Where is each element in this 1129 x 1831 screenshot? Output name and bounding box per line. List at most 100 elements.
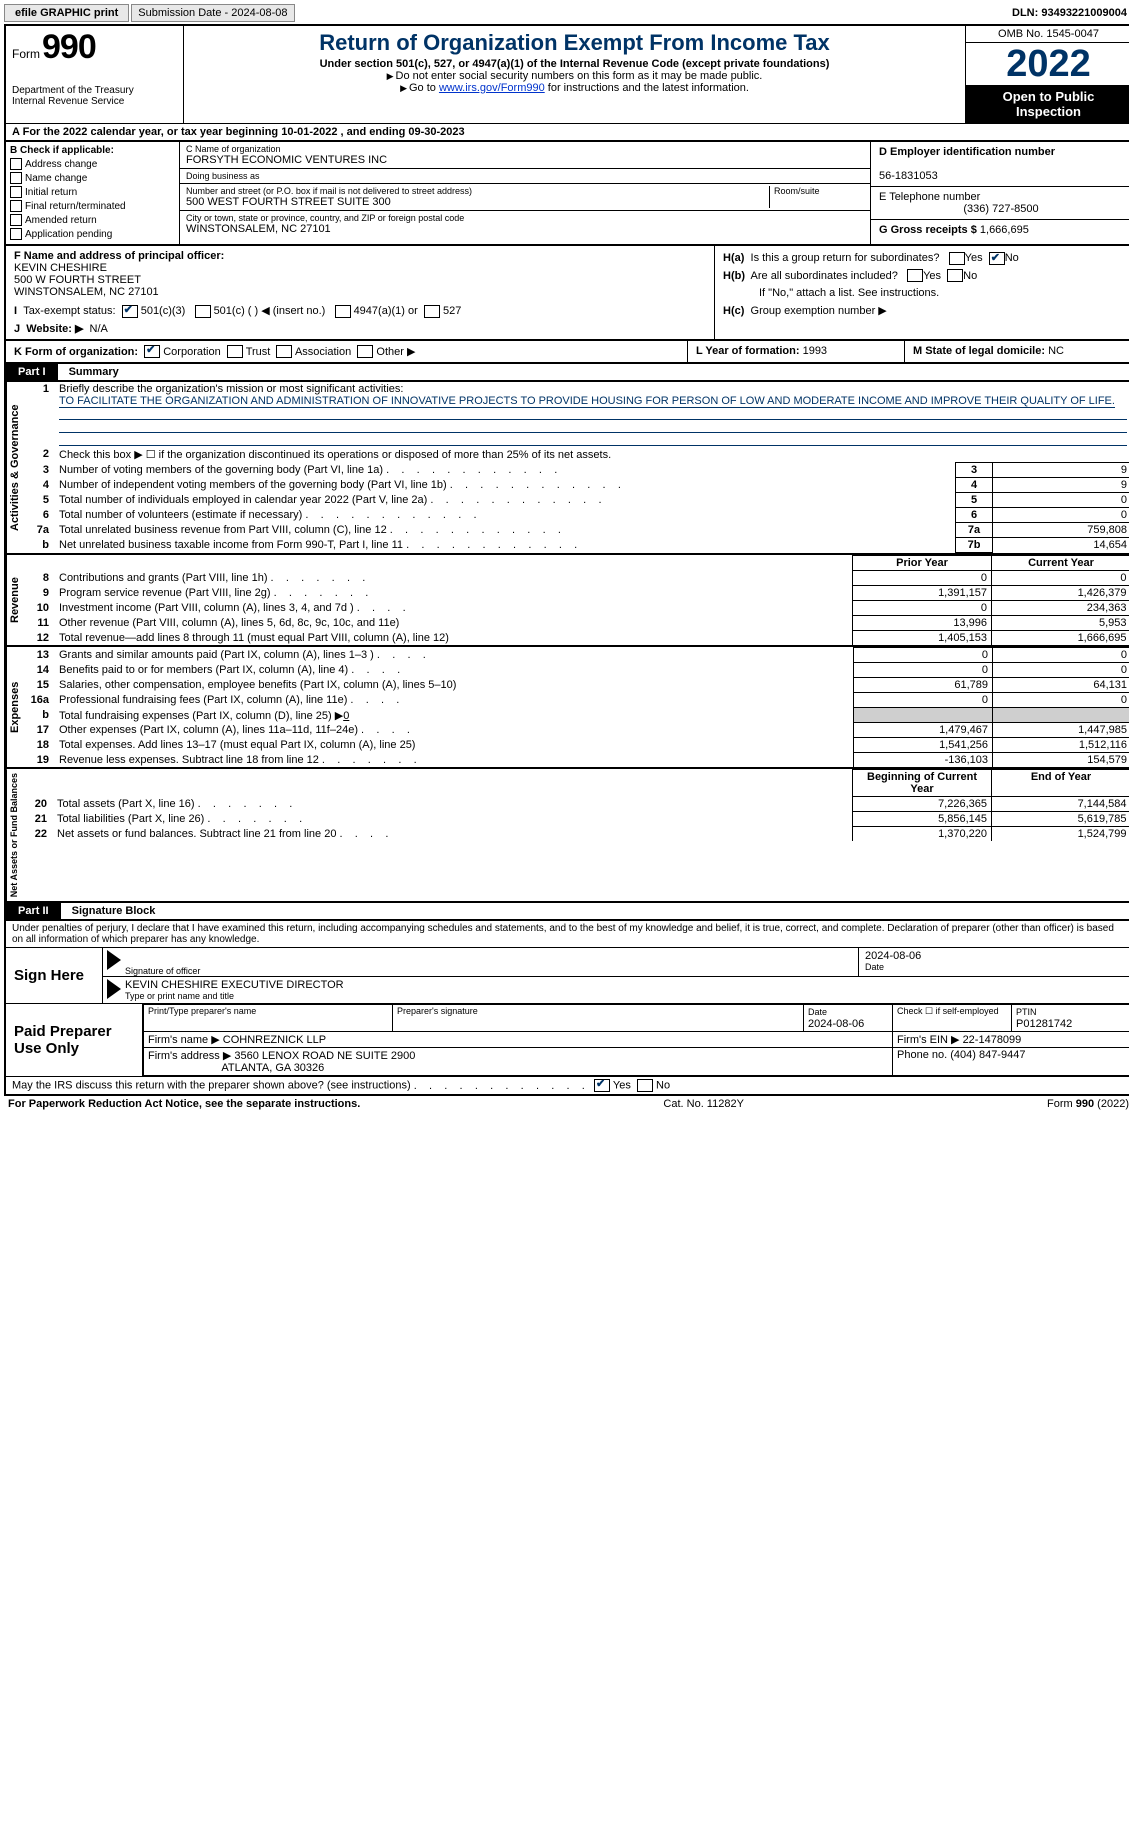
a-pre: For the 2022 calendar year, or tax year … — [23, 126, 282, 138]
i-opt-0: 501(c)(3) — [141, 305, 186, 317]
a-end: 09-30-2023 — [408, 126, 464, 138]
sig-date-val: 2024-08-06 — [865, 950, 1125, 962]
footer-left: For Paperwork Reduction Act Notice, see … — [8, 1098, 360, 1110]
city-lbl: City or town, state or province, country… — [186, 213, 864, 223]
table-row: 21Total liabilities (Part X, line 26)5,8… — [21, 812, 1129, 827]
table-row: 19Revenue less expenses. Subtract line 1… — [23, 753, 1129, 768]
b-opt-5: Application pending — [25, 229, 112, 240]
table-row: 3Number of voting members of the governi… — [23, 463, 1129, 478]
a-mid: , and ending — [337, 126, 408, 138]
firm-addr2: ATLANTA, GA 30326 — [221, 1062, 324, 1074]
checkbox-4947[interactable] — [335, 305, 351, 318]
checkbox-501c[interactable] — [195, 305, 211, 318]
i-lbl: Tax-exempt status: — [23, 305, 115, 317]
l1-lbl: Briefly describe the organization's miss… — [59, 383, 403, 395]
table-row: 13Grants and similar amounts paid (Part … — [23, 648, 1129, 663]
col-b: B Check if applicable: Address change Na… — [6, 142, 180, 244]
vlabel-rev: Revenue — [6, 555, 23, 645]
checkbox-527[interactable] — [424, 305, 440, 318]
hdr-end: End of Year — [992, 770, 1129, 797]
f-lbl: F Name and address of principal officer: — [14, 250, 224, 262]
table-row: 9Program service revenue (Part VIII, lin… — [23, 586, 1129, 601]
l-val: 1993 — [803, 345, 827, 357]
sig-name-lbl: Type or print name and title — [125, 991, 1129, 1001]
form-id-cell: Form 990 Department of the Treasury Inte… — [6, 26, 184, 123]
line-a: A For the 2022 calendar year, or tax yea… — [4, 123, 1129, 142]
checkbox-name-change[interactable] — [10, 172, 22, 184]
activities-governance: Activities & Governance 1 Briefly descri… — [4, 382, 1129, 555]
may-no[interactable] — [637, 1079, 653, 1092]
table-row: 12Total revenue—add lines 8 through 11 (… — [23, 631, 1129, 646]
may-yes[interactable] — [594, 1079, 610, 1092]
checkbox-application-pending[interactable] — [10, 228, 22, 240]
ha-no[interactable] — [989, 252, 1005, 265]
firm-name-lbl: Firm's name ▶ — [148, 1034, 220, 1046]
table-row: 16aProfessional fundraising fees (Part I… — [23, 693, 1129, 708]
firm-ein-val: 22-1478099 — [963, 1034, 1022, 1046]
table-row: 22Net assets or fund balances. Subtract … — [21, 827, 1129, 842]
hdr-beg: Beginning of Current Year — [853, 770, 992, 797]
hc-lbl: H(c) — [723, 305, 744, 317]
l2-text: Check this box ▶ ☐ if the organization d… — [55, 447, 1129, 463]
hb-yes[interactable] — [907, 269, 923, 282]
checkbox-other[interactable] — [357, 345, 373, 358]
table-row: 10Investment income (Part VIII, column (… — [23, 601, 1129, 616]
prep-date-lbl: Date — [808, 1007, 827, 1017]
ha-text: Is this a group return for subordinates? — [751, 252, 940, 264]
ein-value: 56-1831053 — [879, 170, 938, 182]
table-row: 18Total expenses. Add lines 13–17 (must … — [23, 738, 1129, 753]
table-row: 20Total assets (Part X, line 16)7,226,36… — [21, 797, 1129, 812]
dba-lbl: Doing business as — [186, 171, 864, 181]
ptin-lbl: PTIN — [1016, 1007, 1037, 1017]
i-opt-2: 4947(a)(1) or — [354, 305, 418, 317]
instr-link[interactable]: www.irs.gov/Form990 — [439, 82, 545, 94]
table-row: 15Salaries, other compensation, employee… — [23, 678, 1129, 693]
firm-addr-lbl: Firm's address ▶ — [148, 1050, 231, 1062]
firm-phone-lbl: Phone no. — [897, 1049, 947, 1061]
checkbox-address-change[interactable] — [10, 158, 22, 170]
checkbox-trust[interactable] — [227, 345, 243, 358]
form-subtitle: Under section 501(c), 527, or 4947(a)(1)… — [190, 58, 959, 70]
instr-1: Do not enter social security numbers on … — [396, 70, 763, 82]
revenue-section: Revenue Prior Year Current Year 8Contrib… — [4, 555, 1129, 647]
checkbox-assoc[interactable] — [276, 345, 292, 358]
i-opt-3: 527 — [443, 305, 461, 317]
gross-lbl: G Gross receipts $ — [879, 224, 977, 236]
part1-title: Summary — [61, 364, 127, 380]
gross-value: 1,666,695 — [980, 224, 1029, 236]
form-header: Form 990 Department of the Treasury Inte… — [4, 24, 1129, 123]
k-lbl: K Form of organization: — [14, 346, 138, 358]
checkbox-corp[interactable] — [144, 345, 160, 358]
netassets-section: Net Assets or Fund Balances Beginning of… — [4, 769, 1129, 903]
checkbox-initial-return[interactable] — [10, 186, 22, 198]
declaration-text: Under penalties of perjury, I declare th… — [6, 921, 1129, 948]
efile-print-button[interactable]: efile GRAPHIC print — [4, 4, 129, 22]
section-b-c-d: B Check if applicable: Address change Na… — [4, 142, 1129, 246]
sign-here-lbl: Sign Here — [6, 948, 103, 1003]
ha-yes[interactable] — [949, 252, 965, 265]
expenses-section: Expenses 13Grants and similar amounts pa… — [4, 647, 1129, 769]
table-row: 8Contributions and grants (Part VIII, li… — [23, 571, 1129, 586]
hb-lbl: H(b) — [723, 270, 745, 282]
a-begin: 10-01-2022 — [281, 126, 337, 138]
sig-name-val: KEVIN CHESHIRE EXECUTIVE DIRECTOR — [125, 979, 1129, 991]
city-value: WINSTONSALEM, NC 27101 — [186, 223, 864, 235]
k-opt-2: Association — [295, 346, 351, 358]
sig-officer-lbl: Signature of officer — [125, 948, 859, 976]
room-lbl: Room/suite — [774, 186, 864, 196]
m-val: NC — [1048, 345, 1064, 357]
part1-bar: Part I — [6, 364, 58, 380]
table-row: 11Other revenue (Part VIII, column (A), … — [23, 616, 1129, 631]
col-c: C Name of organization FORSYTH ECONOMIC … — [180, 142, 870, 244]
table-row: 4Number of independent voting members of… — [23, 478, 1129, 493]
table-row: 7aTotal unrelated business revenue from … — [23, 523, 1129, 538]
hb-no[interactable] — [947, 269, 963, 282]
footer-mid: Cat. No. 11282Y — [663, 1098, 744, 1110]
checkbox-final-return[interactable] — [10, 200, 22, 212]
footer-right-post: (2022) — [1094, 1098, 1129, 1110]
section-f-h: F Name and address of principal officer:… — [4, 246, 1129, 341]
phone-value: (336) 727-8500 — [879, 203, 1123, 215]
vlabel-ag: Activities & Governance — [6, 382, 23, 553]
checkbox-501c3[interactable] — [122, 305, 138, 318]
checkbox-amended-return[interactable] — [10, 214, 22, 226]
